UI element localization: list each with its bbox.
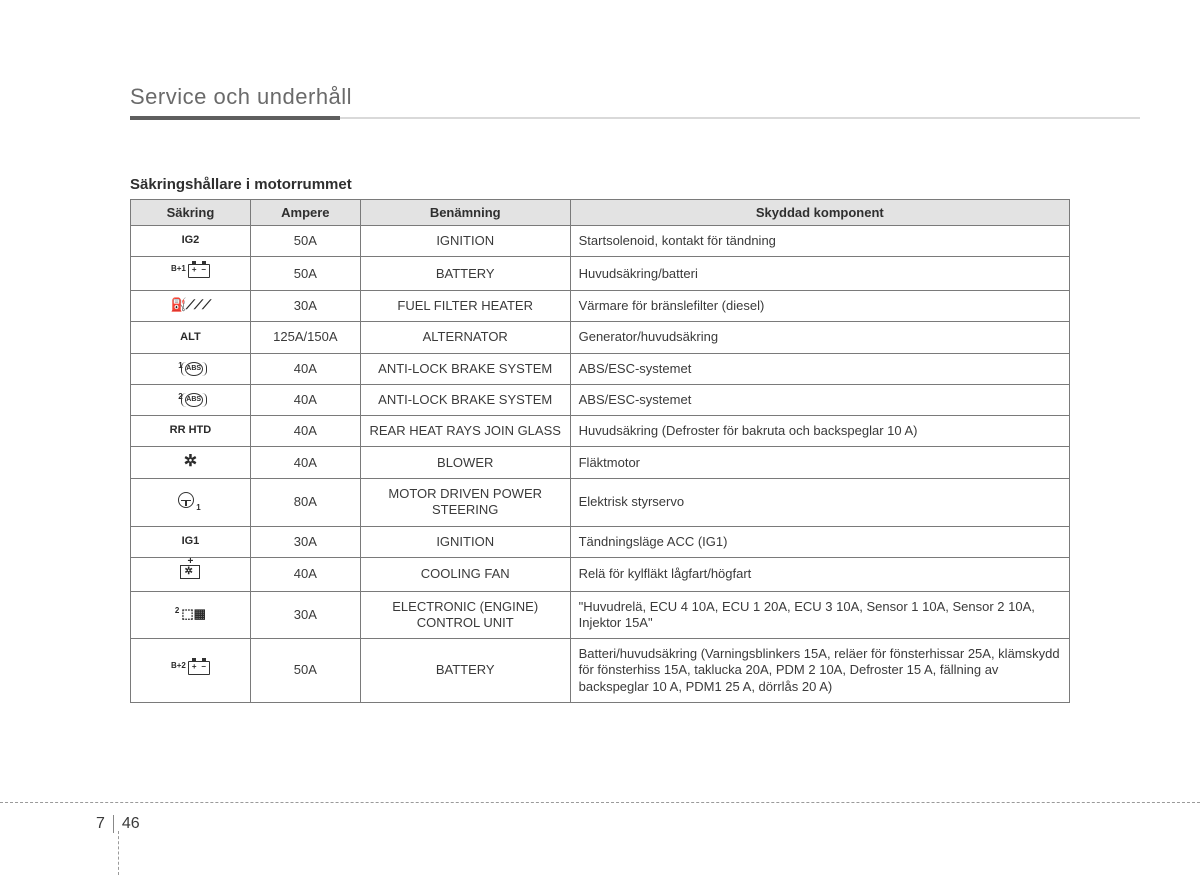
table-row: 2⬚▦30AELECTRONIC (ENGINE) CONTROL UNIT"H… [131,591,1070,639]
cell-fuse: IG2 [131,226,251,257]
abs-icon: ABS [185,393,203,407]
cell-component: Fläktmotor [570,447,1069,479]
table-row: 2ABS40AANTI-LOCK BRAKE SYSTEMABS/ESC-sys… [131,384,1070,415]
table-row: 180AMOTOR DRIVEN POWER STEERINGElektrisk… [131,479,1070,527]
cell-fuse: B+2+− [131,639,251,703]
fuse-text-label: RR HTD [170,424,212,436]
cell-fuse: RR HTD [131,416,251,447]
col-name: Benämning [360,200,570,226]
cell-name: IGNITION [360,226,570,257]
cell-name: FUEL FILTER HEATER [360,291,570,322]
table-row: B+2+−50ABATTERYBatteri/huvudsäkring (Var… [131,639,1070,703]
abs-icon: ABS [185,362,203,376]
col-component: Skyddad komponent [570,200,1069,226]
col-fuse: Säkring [131,200,251,226]
fuse-table: Säkring Ampere Benämning Skyddad kompone… [130,199,1070,703]
fuse-text-label: ALT [180,331,201,343]
cell-ampere: 40A [250,416,360,447]
ecu-icon: ⬚▦ [181,606,206,622]
page-title: Service och underhåll [130,84,352,109]
cell-ampere: 80A [250,479,360,527]
table-row: ⛽⟋⟋⟋ 30AFUEL FILTER HEATERVärmare för brä… [131,291,1070,322]
cooling-fan-icon: ✲ [180,565,200,579]
cell-fuse: ⛽⟋⟋⟋ [131,291,251,322]
cell-ampere: 40A [250,384,360,415]
table-row: ALT 125A/150AALTERNATORGenerator/huvudsäk… [131,322,1070,353]
cell-fuse: 1 [131,479,251,527]
cell-component: ABS/ESC-systemet [570,353,1069,384]
cell-component: Huvudsäkring (Defroster för bakruta och … [570,416,1069,447]
cell-component: Relä för kylfläkt lågfart/högfart [570,557,1069,591]
cell-component: ABS/ESC-systemet [570,384,1069,415]
table-row: RR HTD 40AREAR HEAT RAYS JOIN GLASSHuvuds… [131,416,1070,447]
col-ampere: Ampere [250,200,360,226]
table-row: IG2 50AIGNITIONStartsolenoid, kontakt för… [131,226,1070,257]
cell-fuse: ✲ [131,447,251,479]
cell-ampere: 50A [250,639,360,703]
cell-component: Värmare för bränslefilter (diesel) [570,291,1069,322]
battery-icon: +− [188,264,210,278]
table-row: ✲ 40ACOOLING FANRelä för kylfläkt lågfart… [131,557,1070,591]
cell-ampere: 40A [250,353,360,384]
section-subtitle: Säkringshållare i motorrummet [130,176,1140,193]
cell-ampere: 30A [250,291,360,322]
table-row: ✲ 40ABLOWERFläktmotor [131,447,1070,479]
cell-component: Batteri/huvudsäkring (Varningsblinkers 1… [570,639,1069,703]
cell-ampere: 40A [250,557,360,591]
steering-icon [178,492,194,508]
cell-component: Elektrisk styrservo [570,479,1069,527]
cell-ampere: 30A [250,591,360,639]
cell-fuse: B+1+− [131,257,251,291]
header-rule [130,116,1140,120]
cell-name: ANTI-LOCK BRAKE SYSTEM [360,384,570,415]
table-row: B+1+−50ABATTERYHuvudsäkring/batteri [131,257,1070,291]
cell-component: Tändningsläge ACC (IG1) [570,526,1069,557]
cell-name: BATTERY [360,639,570,703]
cell-name: REAR HEAT RAYS JOIN GLASS [360,416,570,447]
cell-component: Generator/huvudsäkring [570,322,1069,353]
cell-name: ALTERNATOR [360,322,570,353]
cell-fuse: IG1 [131,526,251,557]
cell-name: ANTI-LOCK BRAKE SYSTEM [360,353,570,384]
table-row: IG1 30AIGNITIONTändningsläge ACC (IG1) [131,526,1070,557]
cell-fuse: ALT [131,322,251,353]
table-row: 1ABS40AANTI-LOCK BRAKE SYSTEMABS/ESC-sys… [131,353,1070,384]
cell-fuse: ✲ [131,557,251,591]
fuel-heater-icon: ⛽⟋⟋⟋ [171,298,211,314]
fuse-text-label: IG1 [182,535,200,547]
cell-fuse: 2ABS [131,384,251,415]
fan-icon: ✲ [184,454,197,470]
cell-ampere: 125A/150A [250,322,360,353]
chapter-number: 7 [96,815,114,833]
cell-name: IGNITION [360,526,570,557]
cell-name: BATTERY [360,257,570,291]
cell-component: "Huvudrelä, ECU 4 10A, ECU 1 20A, ECU 3 … [570,591,1069,639]
cell-name: COOLING FAN [360,557,570,591]
cell-fuse: 2⬚▦ [131,591,251,639]
footer-dash [0,802,1200,803]
cell-name: MOTOR DRIVEN POWER STEERING [360,479,570,527]
cell-ampere: 30A [250,526,360,557]
cell-name: BLOWER [360,447,570,479]
battery-icon: +− [188,661,210,675]
cell-fuse: 1ABS [131,353,251,384]
table-header-row: Säkring Ampere Benämning Skyddad kompone… [131,200,1070,226]
cell-ampere: 50A [250,257,360,291]
cell-ampere: 50A [250,226,360,257]
cell-name: ELECTRONIC (ENGINE) CONTROL UNIT [360,591,570,639]
fuse-text-label: IG2 [182,234,200,246]
page-header: Service och underhåll [130,84,1140,110]
cell-component: Huvudsäkring/batteri [570,257,1069,291]
cell-component: Startsolenoid, kontakt för tändning [570,226,1069,257]
cell-ampere: 40A [250,447,360,479]
footer-side-dash [118,831,119,875]
